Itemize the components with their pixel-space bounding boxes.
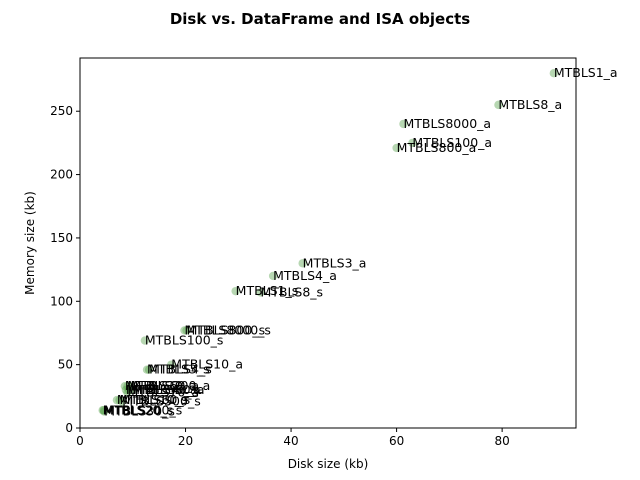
point-label: MTBLS200_a — [131, 378, 211, 393]
data-point — [123, 381, 132, 391]
data-point — [494, 100, 503, 110]
point-label: MTBLS4_s — [149, 362, 212, 377]
x-tick-label: 60 — [389, 434, 404, 448]
point-label: MTBLS20_a — [125, 378, 197, 393]
point-labels-layer: MTBLS1_aMTBLS8_aMTBLS8000_aMTBLS100_aMTB… — [103, 65, 618, 418]
point-label: MTBLS1_a — [554, 65, 618, 80]
point-label: MTBLS200_s — [104, 402, 183, 417]
point-label: MTBLS3_a — [303, 255, 367, 270]
data-point — [120, 381, 130, 391]
y-tick-label: 250 — [50, 104, 73, 118]
points-layer — [98, 69, 559, 416]
data-point — [115, 395, 124, 405]
y-axis-label: Memory size (kb) — [23, 191, 37, 295]
data-point — [128, 385, 137, 395]
x-tick-label: 80 — [494, 434, 509, 448]
y-tick-label: 0 — [65, 421, 73, 435]
point-label: MTBLS60_a — [127, 378, 199, 393]
data-point — [140, 336, 150, 345]
data-point — [144, 365, 154, 374]
point-label: MTBLS30_a — [126, 382, 198, 397]
data-point — [126, 381, 135, 391]
point-label: MTBLS8000_s — [184, 322, 270, 337]
point-label: MTBLS20_s — [103, 402, 174, 417]
point-label: MTBLS800_s — [187, 322, 266, 337]
y-tick-label: 150 — [50, 231, 73, 245]
point-label: MTBLS800_a — [397, 140, 477, 155]
point-label: MTBLS40_a — [129, 382, 201, 397]
point-label: MTBLS10_a — [171, 357, 243, 372]
data-point — [118, 397, 127, 406]
point-label: MTBLS8_a — [498, 97, 562, 112]
point-label: MTBLS1_s — [236, 283, 299, 298]
data-point — [549, 69, 559, 78]
y-tick-label: 100 — [50, 294, 73, 308]
chart-title: Disk vs. DataFrame and ISA objects — [170, 10, 470, 28]
point-label: MTBLS10_s — [117, 392, 188, 407]
x-axis-ticks: 0 20 40 60 80 — [76, 428, 510, 448]
point-label: MTBLS8_s — [260, 284, 323, 299]
data-point — [99, 406, 108, 415]
data-point — [100, 407, 109, 416]
data-point — [231, 286, 240, 296]
point-label: MTBLS30_s — [104, 404, 175, 419]
data-point — [298, 259, 307, 268]
data-point — [256, 288, 265, 297]
data-point — [399, 119, 408, 129]
data-point — [268, 271, 278, 281]
point-label: MTBLS4_a — [273, 268, 337, 283]
point-label: MTBLS60_s — [120, 392, 191, 407]
point-label: MTBLS70_a — [127, 385, 199, 400]
data-point — [392, 143, 401, 153]
data-point — [408, 138, 417, 148]
data-point — [121, 385, 131, 395]
point-label: MTBLS50_a — [133, 382, 205, 397]
data-point — [142, 365, 152, 374]
plot-frame — [79, 57, 577, 429]
data-point — [167, 360, 176, 369]
point-label: MTBLS100_s — [145, 333, 224, 348]
x-tick-label: 40 — [283, 434, 298, 448]
data-point — [124, 385, 134, 395]
data-point — [112, 395, 122, 405]
y-axis-ticks: 0 50 100 150 200 250 — [50, 104, 80, 435]
y-tick-label: 200 — [50, 168, 73, 182]
point-label: MTBLS500_s — [122, 393, 201, 408]
x-tick-label: 20 — [178, 434, 193, 448]
point-label: MTBLS8000_a — [403, 116, 491, 131]
data-point — [123, 388, 132, 397]
x-tick-label: 0 — [76, 434, 84, 448]
y-tick-label: 50 — [58, 358, 73, 372]
data-point — [180, 326, 189, 335]
x-axis-label: Disk size (kb) — [288, 457, 369, 471]
data-point — [98, 406, 107, 415]
point-label: MTBLS100_a — [412, 135, 492, 150]
point-label: MTBLS3_s — [147, 362, 210, 377]
data-point — [182, 326, 191, 335]
